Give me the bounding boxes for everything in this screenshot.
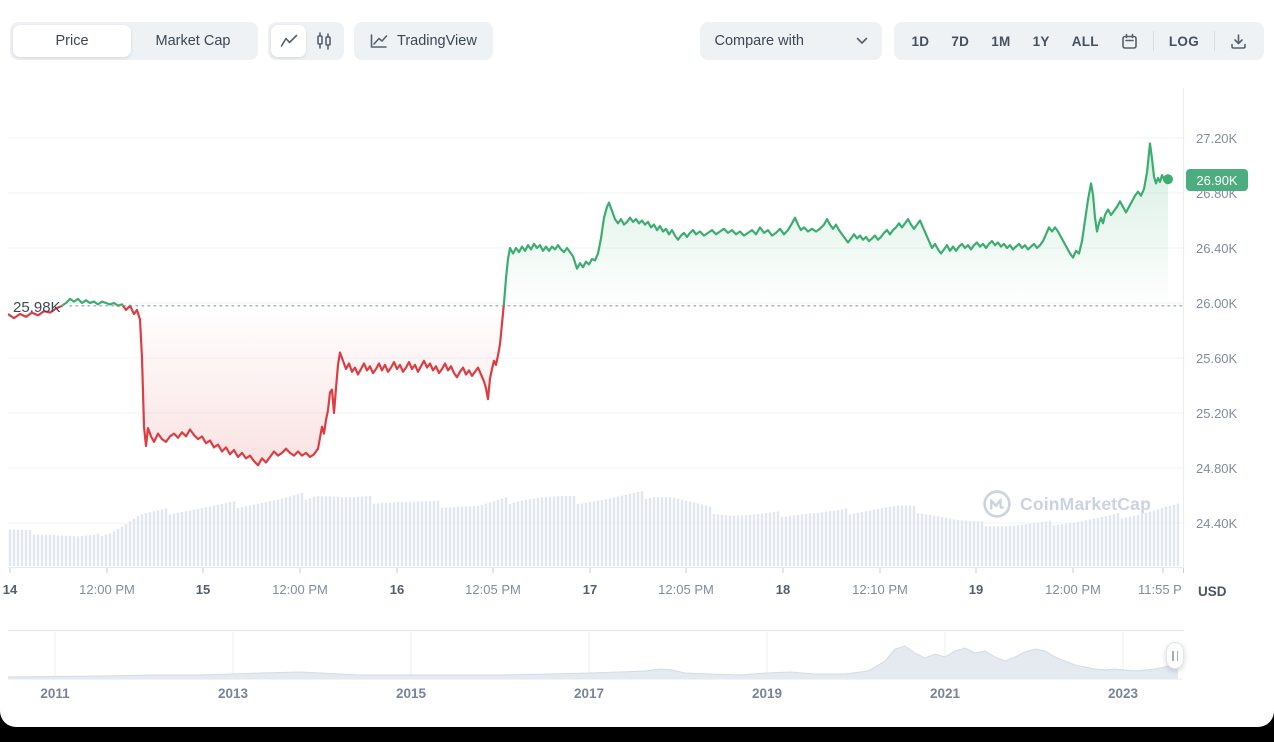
coinmarketcap-watermark: CoinMarketCap [982,489,1151,519]
x-axis-label: 12:00 PM [79,582,135,597]
range-1m-button[interactable]: 1M [980,26,1021,56]
handle-grip-icon [1176,650,1179,661]
x-axis-label: 16 [389,582,405,597]
x-axis-label: 14 [2,582,18,597]
range-7d-button[interactable]: 7D [940,26,980,56]
metric-toggle: Price Market Cap [10,22,258,60]
price-tab[interactable]: Price [13,25,131,57]
range-1d-button[interactable]: 1D [900,26,940,56]
range-all-button[interactable]: ALL [1061,26,1110,56]
range-1y-button[interactable]: 1Y [1022,26,1061,56]
candlestick-chart-type-button[interactable] [306,25,341,57]
y-axis-label: 27.20K [1196,131,1238,146]
y-axis-label: 24.40K [1196,516,1238,531]
x-axis-label: 12:05 PM [658,582,714,597]
baseline-price-label: 25.98K [13,299,61,316]
app-window: 27.20K 26.80K 26.40K 26.00K 25.60K 25.20K 24.8… [0,0,1274,727]
x-axis-label: 11:55 PM [1138,582,1183,597]
x-axis-label: 15 [195,582,211,597]
y-axis-label: 26.00K [1196,296,1238,311]
chevron-down-icon [857,37,868,44]
download-icon [1231,33,1246,49]
handle-grip-icon [1171,650,1174,661]
compare-with-dropdown[interactable]: Compare with [700,22,883,60]
market-cap-tab[interactable]: Market Cap [131,25,255,57]
line-chart-type-button[interactable] [271,25,306,57]
x-axis-label: 19 [968,582,984,597]
price-chart-area[interactable]: 27.20K 26.80K 26.40K 26.00K 25.60K 25.20K 24.8… [0,0,1274,727]
candlestick-icon [316,32,331,50]
x-axis-label: 18 [775,582,791,597]
navigator-year-label: 2013 [217,686,249,701]
price-chart-canvas[interactable] [0,0,1274,727]
log-scale-button[interactable]: LOG [1158,26,1210,56]
navigator-year-label: 2017 [573,686,605,701]
x-axis-label: 12:00 PM [272,582,328,597]
y-axis-label: 24.80K [1196,461,1238,476]
navigator-year-label: 2011 [40,686,70,701]
divider [1214,31,1215,51]
navigator-right-handle[interactable] [1166,642,1184,669]
coinmarketcap-logo-icon [983,490,1011,518]
x-axis-label: 12:00 PM [1045,582,1101,597]
navigator-year-label: 2015 [395,686,427,701]
y-axis-label: 25.20K [1196,406,1238,421]
tradingview-button[interactable]: TradingView [354,22,493,60]
y-axis-label: 26.40K [1196,241,1238,256]
calendar-button[interactable] [1110,26,1149,56]
navigator-year-label: 2021 [929,686,961,701]
chart-toolbar: Price Market Cap TradingView [10,22,1264,60]
watermark-text: CoinMarketCap [1020,493,1151,514]
tradingview-icon [370,34,388,48]
download-button[interactable] [1219,26,1258,56]
tradingview-label: TradingView [397,33,477,49]
compare-with-label: Compare with [714,33,804,49]
x-axis-label: 12:10 PM [852,582,908,597]
navigator-year-label: 2023 [1107,686,1139,701]
chart-type-toggle [268,22,344,60]
current-price-badge: 26.90K [1186,169,1248,191]
line-chart-icon [280,34,297,47]
divider [1152,31,1154,51]
range-selector: 1D 7D 1M 1Y ALL LOG [894,22,1264,60]
x-axis-label: 12:05 PM [465,582,521,597]
y-axis-label: 25.60K [1196,351,1238,366]
currency-label: USD [1198,584,1227,599]
calendar-icon [1122,33,1137,49]
navigator-year-label: 2019 [751,686,783,701]
x-axis-label: 17 [582,582,598,597]
